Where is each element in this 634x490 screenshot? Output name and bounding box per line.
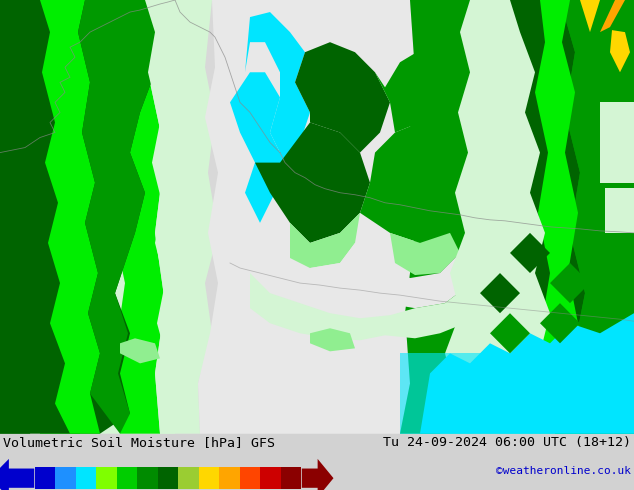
Bar — [76, 467, 96, 489]
Bar — [281, 467, 301, 489]
Polygon shape — [498, 0, 590, 434]
Bar — [35, 467, 55, 489]
Polygon shape — [310, 243, 475, 308]
Bar — [158, 467, 178, 489]
Polygon shape — [255, 122, 370, 243]
Polygon shape — [145, 0, 175, 434]
Bar — [240, 467, 260, 489]
Polygon shape — [600, 0, 625, 32]
Polygon shape — [145, 0, 218, 434]
Polygon shape — [355, 47, 495, 152]
Text: ©weatheronline.co.uk: ©weatheronline.co.uk — [496, 466, 631, 476]
Polygon shape — [20, 0, 90, 434]
Polygon shape — [100, 0, 165, 434]
Polygon shape — [400, 0, 555, 434]
Polygon shape — [480, 273, 520, 313]
Polygon shape — [390, 233, 460, 275]
Polygon shape — [360, 122, 480, 243]
Polygon shape — [560, 0, 634, 434]
Polygon shape — [230, 73, 285, 223]
Polygon shape — [0, 0, 65, 434]
Bar — [260, 467, 281, 489]
FancyArrow shape — [302, 459, 333, 490]
Bar — [605, 188, 634, 233]
Polygon shape — [250, 273, 475, 340]
Polygon shape — [78, 0, 165, 434]
Polygon shape — [120, 338, 160, 364]
Bar — [96, 467, 117, 489]
Bar — [178, 467, 198, 489]
Polygon shape — [610, 30, 630, 73]
Polygon shape — [510, 233, 550, 273]
Polygon shape — [490, 313, 530, 353]
Bar — [117, 467, 138, 489]
Polygon shape — [550, 263, 590, 303]
Polygon shape — [420, 313, 634, 434]
FancyArrow shape — [0, 459, 34, 490]
Bar — [400, 353, 634, 434]
Polygon shape — [290, 213, 360, 268]
Polygon shape — [0, 0, 165, 434]
Polygon shape — [535, 0, 580, 434]
Polygon shape — [198, 0, 415, 434]
Bar — [55, 467, 76, 489]
Bar — [138, 467, 158, 489]
Polygon shape — [400, 0, 634, 434]
Polygon shape — [310, 328, 355, 351]
Bar — [198, 467, 219, 489]
Polygon shape — [40, 0, 100, 434]
Polygon shape — [245, 12, 310, 163]
Polygon shape — [580, 0, 600, 32]
Text: Tu 24-09-2024 06:00 UTC (18+12): Tu 24-09-2024 06:00 UTC (18+12) — [383, 436, 631, 449]
Polygon shape — [60, 0, 125, 434]
Polygon shape — [295, 42, 390, 152]
Bar — [600, 102, 634, 183]
Polygon shape — [540, 303, 580, 343]
Bar — [219, 467, 240, 489]
Text: Volumetric Soil Moisture [hPa] GFS: Volumetric Soil Moisture [hPa] GFS — [3, 436, 275, 449]
